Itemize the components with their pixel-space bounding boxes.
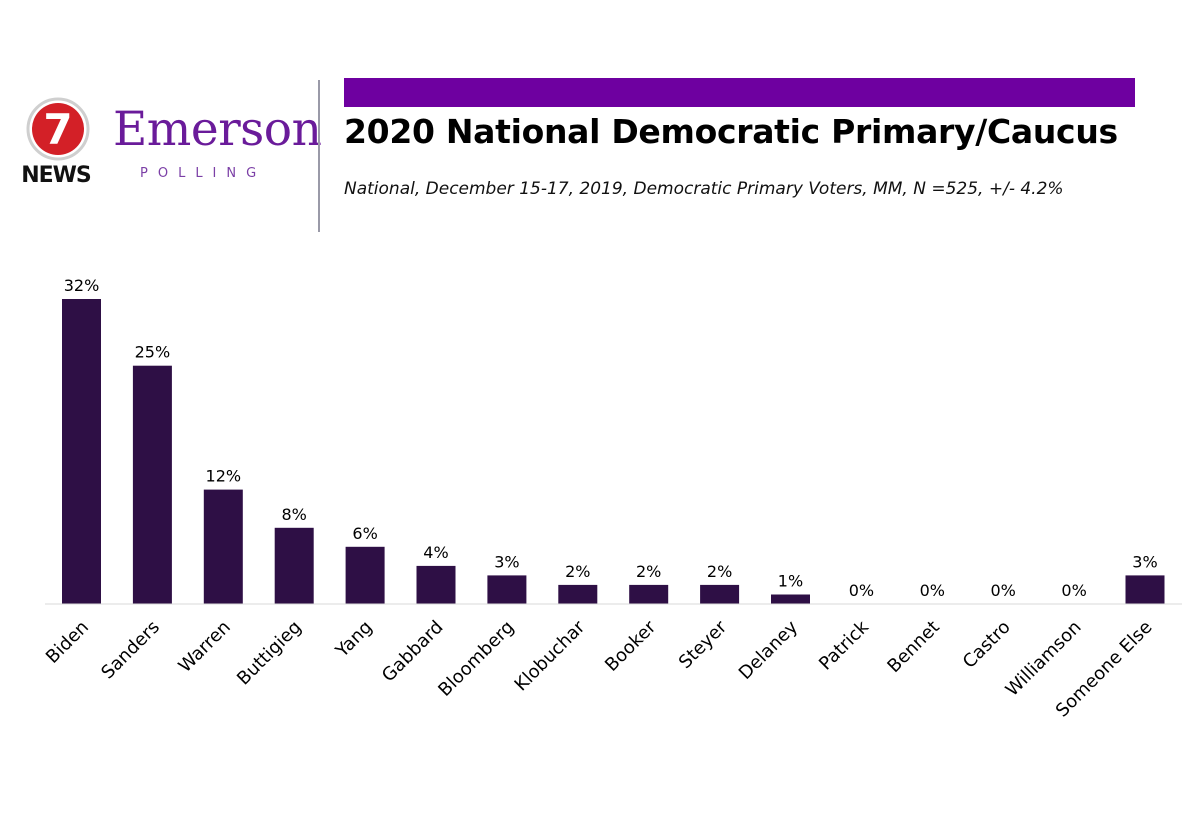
category-label: Gabbard <box>378 617 448 687</box>
bar-warren <box>203 489 243 604</box>
bar-yang <box>345 546 385 604</box>
7news-logo: 7 NEWS <box>21 97 92 186</box>
value-label: 32% <box>64 276 100 295</box>
emerson-logo-wordmark: Emerson <box>113 102 322 157</box>
category-label: Yang <box>331 617 377 663</box>
category-label: Buttigieg <box>233 617 306 690</box>
7news-logo-circle <box>32 103 84 155</box>
chart-title: 2020 National Democratic Primary/Caucus <box>344 112 1118 151</box>
emerson-logo-subtitle: POLLING <box>140 166 267 181</box>
category-label: Klobuchar <box>511 616 590 695</box>
bar-steyer <box>700 584 740 604</box>
value-label: 4% <box>423 543 448 562</box>
category-label: Biden <box>42 617 93 668</box>
category-label: Delaney <box>735 616 802 683</box>
category-label: Patrick <box>815 616 873 674</box>
value-label: 3% <box>1132 552 1157 571</box>
category-label: Warren <box>175 617 235 677</box>
value-label: 6% <box>352 524 377 543</box>
bar-delaney <box>771 594 810 604</box>
category-label: Bennet <box>883 617 943 677</box>
value-label: 2% <box>707 562 732 581</box>
bar-someone-else <box>1125 575 1165 604</box>
value-label: 2% <box>565 562 590 581</box>
value-label: 0% <box>920 581 945 600</box>
header-accent-bar <box>344 78 1135 107</box>
category-label: Steyer <box>675 616 732 673</box>
value-label: 12% <box>206 467 242 486</box>
value-label: 0% <box>991 581 1016 600</box>
bar-booker <box>629 584 669 604</box>
logo-area: 7 NEWS Emerson POLLING <box>18 96 322 196</box>
header-divider <box>318 80 320 232</box>
bar-buttigieg <box>274 527 314 605</box>
category-label: Booker <box>601 616 661 676</box>
bar-bloomberg <box>487 575 527 604</box>
value-label: 0% <box>1061 581 1086 600</box>
value-label: 2% <box>636 562 661 581</box>
value-label: 1% <box>778 572 803 591</box>
value-label: 3% <box>494 552 519 571</box>
value-label: 25% <box>135 343 171 362</box>
7news-logo-number: 7 <box>43 105 72 154</box>
bar-biden <box>62 299 101 604</box>
value-label: 0% <box>849 581 874 600</box>
bar-sanders <box>132 365 172 604</box>
value-label: 8% <box>282 505 307 524</box>
category-label: Castro <box>959 617 1015 673</box>
bar-gabbard <box>416 565 456 604</box>
bar-klobuchar <box>558 584 598 604</box>
category-label: Sanders <box>97 617 164 684</box>
chart-subtitle: National, December 15-17, 2019, Democrat… <box>344 179 1064 199</box>
7news-logo-text: NEWS <box>21 163 91 186</box>
bars-layer <box>62 299 1165 605</box>
category-label: Bloomberg <box>434 617 518 701</box>
